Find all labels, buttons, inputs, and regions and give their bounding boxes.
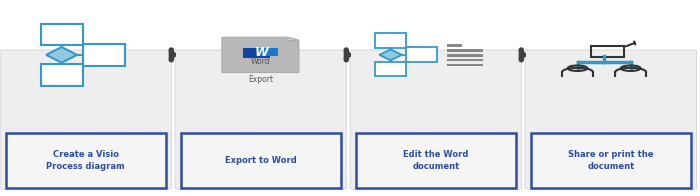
FancyBboxPatch shape [6, 133, 166, 188]
FancyBboxPatch shape [375, 33, 406, 48]
Polygon shape [379, 49, 402, 60]
Text: W: W [255, 46, 269, 59]
FancyBboxPatch shape [83, 44, 125, 66]
FancyBboxPatch shape [41, 64, 83, 86]
FancyBboxPatch shape [447, 54, 483, 57]
FancyBboxPatch shape [525, 50, 696, 189]
FancyBboxPatch shape [447, 59, 483, 61]
FancyBboxPatch shape [531, 133, 691, 188]
FancyBboxPatch shape [0, 50, 172, 189]
Polygon shape [222, 37, 299, 73]
FancyBboxPatch shape [375, 62, 406, 76]
Text: Edit the Word
document: Edit the Word document [403, 150, 468, 172]
Text: Export to Word: Export to Word [225, 156, 297, 165]
FancyBboxPatch shape [175, 50, 346, 189]
Polygon shape [46, 47, 77, 63]
FancyBboxPatch shape [258, 48, 278, 56]
FancyBboxPatch shape [406, 47, 437, 62]
FancyBboxPatch shape [447, 64, 483, 66]
FancyBboxPatch shape [350, 50, 522, 189]
Polygon shape [288, 37, 299, 40]
Text: Word: Word [251, 57, 270, 65]
FancyBboxPatch shape [447, 44, 462, 47]
FancyBboxPatch shape [181, 133, 341, 188]
Text: Share or print the
document: Share or print the document [568, 150, 654, 172]
Text: Export: Export [248, 75, 273, 84]
FancyBboxPatch shape [356, 133, 516, 188]
Text: Create a Visio
Process diagram: Create a Visio Process diagram [46, 150, 125, 172]
FancyBboxPatch shape [243, 48, 270, 58]
FancyBboxPatch shape [447, 49, 483, 52]
FancyBboxPatch shape [41, 24, 83, 45]
